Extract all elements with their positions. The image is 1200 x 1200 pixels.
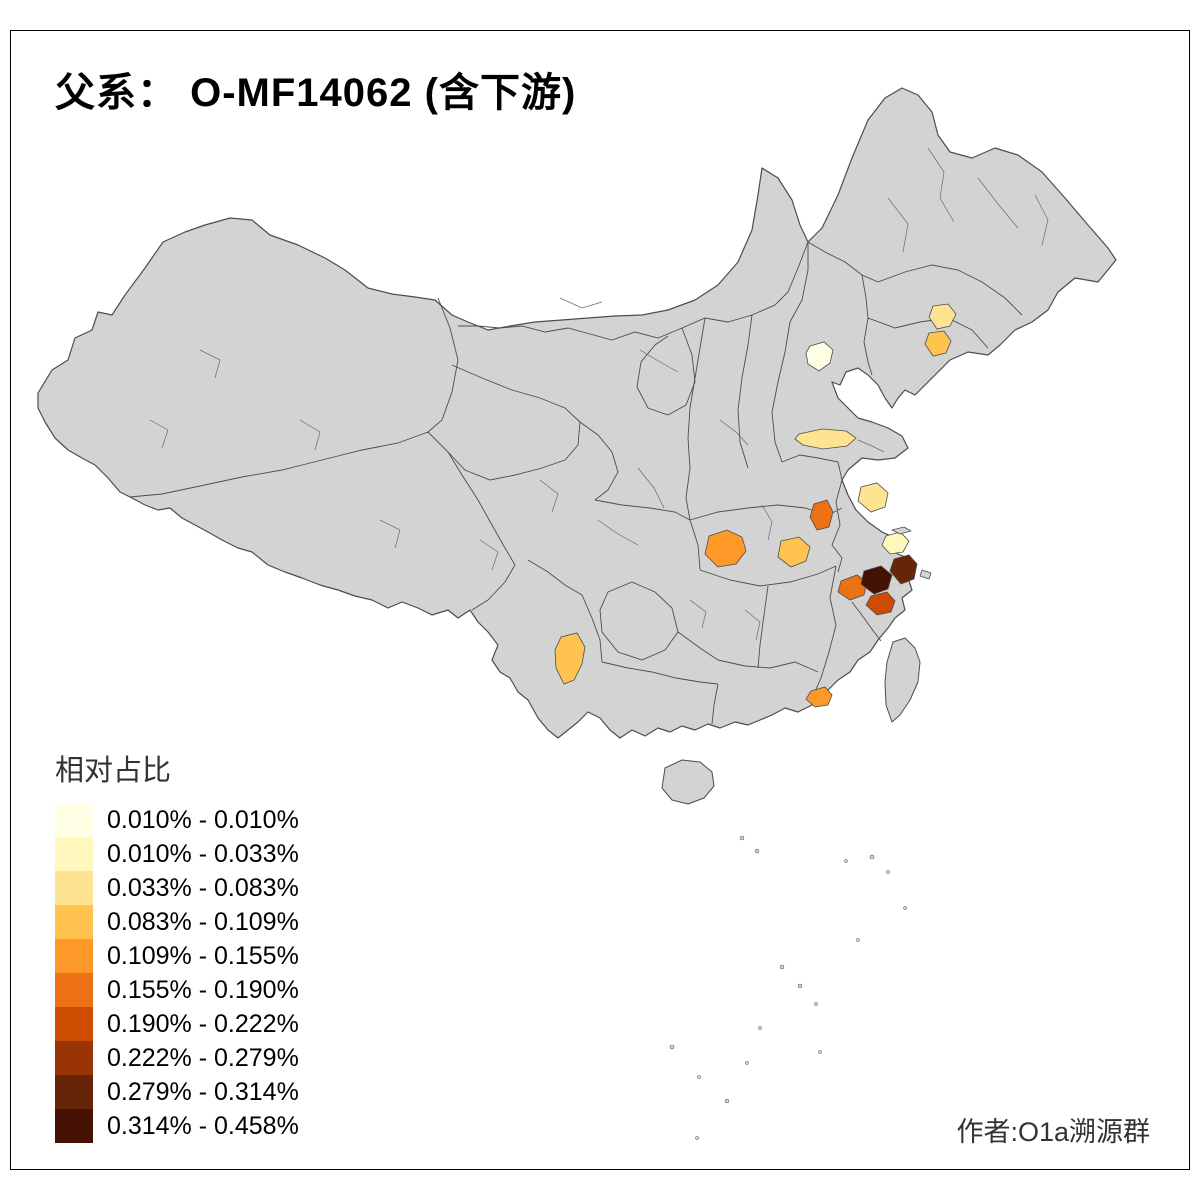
region-zhejiang-northeast xyxy=(889,554,918,585)
region-anhui-north xyxy=(809,499,834,531)
region-fujian-coast xyxy=(805,686,833,708)
legend-swatch xyxy=(55,871,93,905)
island-hainan xyxy=(661,759,715,805)
legend-row: 0.314% - 0.458% xyxy=(55,1109,299,1143)
legend-swatch xyxy=(55,1041,93,1075)
legend-swatch xyxy=(55,1075,93,1109)
region-liaoning-south xyxy=(924,330,952,357)
legend-label: 0.033% - 0.083% xyxy=(107,873,299,902)
highlighted-regions xyxy=(554,303,957,708)
legend-swatch xyxy=(55,973,93,1007)
legend-label: 0.010% - 0.010% xyxy=(107,805,299,834)
region-anhui-southwest xyxy=(777,536,811,568)
island-taiwan xyxy=(884,637,921,723)
legend-label: 0.155% - 0.190% xyxy=(107,975,299,1004)
legend-swatch xyxy=(55,1109,93,1143)
province-boundaries xyxy=(129,241,1023,725)
region-beijing xyxy=(805,341,834,372)
legend-label: 0.222% - 0.279% xyxy=(107,1043,299,1072)
legend-row: 0.222% - 0.279% xyxy=(55,1041,299,1075)
legend-row: 0.190% - 0.222% xyxy=(55,1007,299,1041)
legend-swatch xyxy=(55,1007,93,1041)
region-shandong-west xyxy=(794,428,857,450)
legend-label: 0.109% - 0.155% xyxy=(107,941,299,970)
legend-swatch xyxy=(55,803,93,837)
region-hubei-west xyxy=(704,529,747,568)
island-zhoushan xyxy=(919,569,932,580)
legend-row: 0.010% - 0.010% xyxy=(55,803,299,837)
legend: 相对占比 0.010% - 0.010% 0.010% - 0.033% 0.0… xyxy=(55,747,299,1143)
island-chongming xyxy=(891,526,912,535)
legend-label: 0.010% - 0.033% xyxy=(107,839,299,868)
legend-row: 0.279% - 0.314% xyxy=(55,1075,299,1109)
legend-swatch xyxy=(55,837,93,871)
legend-label: 0.314% - 0.458% xyxy=(107,1111,299,1140)
legend-swatch xyxy=(55,939,93,973)
legend-row: 0.109% - 0.155% xyxy=(55,939,299,973)
attribution-text: 作者:O1a溯源群 xyxy=(956,1117,1150,1147)
region-zhejiang-west xyxy=(837,574,868,601)
legend-label: 0.190% - 0.222% xyxy=(107,1009,299,1038)
figure-title: 父系： O-MF14062 (含下游) xyxy=(55,71,577,115)
legend-title: 相对占比 xyxy=(55,755,172,787)
legend-row: 0.083% - 0.109% xyxy=(55,905,299,939)
region-yunnan-central xyxy=(554,632,586,685)
region-zhejiang-central xyxy=(865,591,896,616)
legend-label: 0.083% - 0.109% xyxy=(107,907,299,936)
region-liaoning-central xyxy=(928,303,957,330)
mainland-china xyxy=(37,87,1117,739)
sea-islets xyxy=(669,835,907,1140)
prefecture-boundaries xyxy=(149,147,1049,641)
legend-row: 0.033% - 0.083% xyxy=(55,871,299,905)
region-zhejiang-north xyxy=(860,565,893,595)
legend-row: 0.010% - 0.033% xyxy=(55,837,299,871)
figure-border xyxy=(10,30,1190,1170)
legend-swatch xyxy=(55,905,93,939)
legend-label: 0.279% - 0.314% xyxy=(107,1077,299,1106)
legend-row: 0.155% - 0.190% xyxy=(55,973,299,1007)
region-jiangsu-central xyxy=(857,482,889,513)
